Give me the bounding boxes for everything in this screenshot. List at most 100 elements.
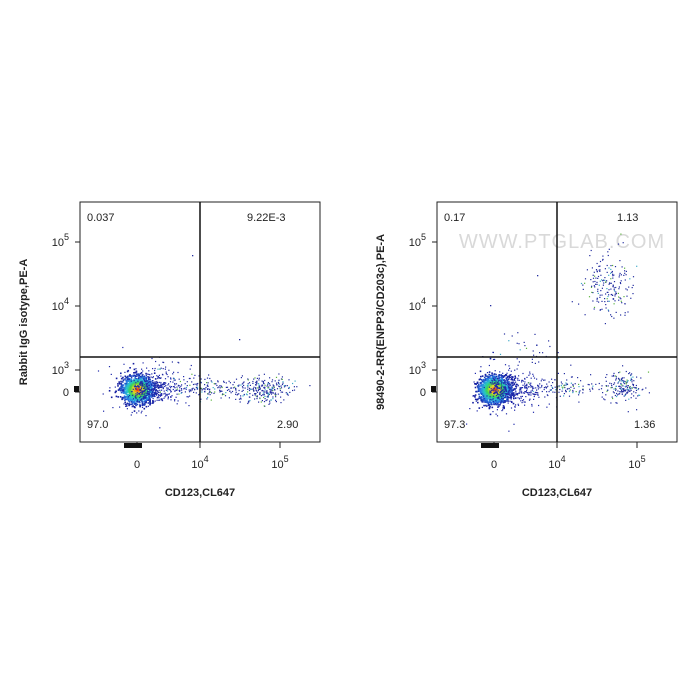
event-dot [501,385,503,387]
event-dot [494,388,497,391]
event-dot [516,394,518,396]
event-dot [609,382,611,384]
event-dot [565,382,567,384]
event-dot [125,383,127,385]
event-dot [248,396,250,398]
event-dot [514,387,516,390]
event-dot [268,392,270,394]
event-dot [128,398,130,400]
event-dot [156,384,158,386]
event-dot [142,386,145,389]
event-dot [611,385,613,387]
event-dot [213,383,215,385]
event-dot [524,404,526,406]
event-dot [597,277,599,279]
event-dot [488,371,491,373]
event-dot [120,385,122,388]
event-dot [509,376,511,378]
event-dot [275,394,277,396]
event-dot [191,389,193,391]
event-dot [489,390,491,392]
event-dot [488,399,491,402]
event-dot [482,375,484,377]
event-dot [148,396,150,398]
event-dot [633,386,635,388]
event-dot [631,393,633,395]
event-dot [604,268,606,270]
event-dot [489,392,491,394]
event-dot [164,378,167,380]
event-dot [112,407,114,409]
event-dot [624,267,626,269]
event-dot [146,388,148,390]
event-dot [484,381,487,384]
event-dot [159,394,162,396]
event-dot [507,402,509,404]
event-dot [503,395,505,397]
event-dot [143,407,146,410]
event-dot [620,386,622,388]
event-dot [190,364,192,367]
event-dot [509,388,511,390]
event-dot [146,383,148,385]
plot-left: 0.037 9.22E-3 97.0 2.90 0 103 104 105 0 … [5,180,335,510]
event-dot [486,377,489,380]
event-dot [535,387,537,389]
event-dot [618,276,620,278]
event-dot [628,398,630,400]
event-dot [139,383,141,385]
event-dot [158,364,160,366]
event-dot [147,394,149,396]
event-dot [159,427,161,429]
event-dot [518,389,521,391]
event-dot [258,374,260,376]
event-dot [622,385,624,387]
event-dot [132,398,134,400]
event-dot [525,387,527,389]
event-dot [174,384,176,386]
event-dot [267,383,269,385]
event-dot [513,396,515,398]
event-dot [509,396,511,398]
event-dot [505,386,508,389]
event-dot [631,373,633,375]
y-tick-label-1e4: 104 [409,296,426,313]
event-dot [478,390,480,392]
event-dot [570,364,572,366]
event-dot [510,393,513,395]
event-dot [239,339,241,341]
event-dot [192,383,195,386]
event-dot [525,384,527,387]
event-dot [134,397,137,399]
event-dot [543,379,545,381]
event-dot [481,390,484,393]
event-dot [632,384,635,386]
event-dot [610,314,612,316]
event-dot [637,388,639,391]
event-dot [139,398,142,400]
event-dot [206,377,209,379]
event-dot [148,381,150,383]
event-dot [169,385,171,387]
event-dot [194,374,196,376]
event-dot [558,386,560,388]
event-dot [235,387,237,389]
event-dot [126,408,128,410]
event-dot [177,384,179,386]
event-dot [511,390,513,393]
event-dot [557,352,559,354]
event-dot [544,379,546,381]
event-dot [509,386,511,389]
event-dot [498,393,500,396]
event-dot [122,396,124,398]
event-dot [599,309,602,311]
event-dot [131,377,133,379]
event-dot [164,396,166,398]
event-dot [483,386,485,389]
event-dot [494,379,496,381]
event-dot [484,400,487,402]
event-dot [510,379,512,381]
event-dot [147,402,150,404]
event-dot [533,398,535,400]
event-dot [167,396,169,399]
